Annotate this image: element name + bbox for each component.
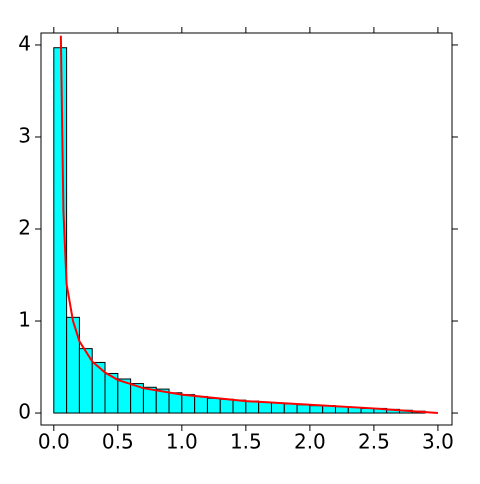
y-tick-label: 0 [18, 400, 31, 424]
bar [206, 397, 221, 414]
bar [283, 403, 298, 414]
bar [66, 316, 80, 414]
x-tick-label: 1.0 [166, 430, 198, 454]
x-tick-label: 3.0 [422, 430, 454, 454]
density-curve [59, 35, 438, 415]
bar [181, 394, 196, 414]
y-tick-label: 1 [18, 308, 31, 332]
bar [168, 392, 183, 414]
bar [142, 386, 157, 414]
y-tick-label: 3 [18, 123, 31, 147]
x-tick-label: 1.5 [230, 430, 262, 454]
x-tick-label: 2.5 [358, 430, 390, 454]
bar [194, 395, 208, 414]
bar [309, 405, 324, 414]
bar [219, 398, 234, 414]
bar [296, 404, 311, 414]
y-tick-label: 2 [18, 216, 31, 240]
y-tick-label: 4 [18, 31, 31, 55]
x-tick-label: 0.5 [102, 430, 134, 454]
x-tick-label: 0.0 [38, 430, 70, 454]
bar [258, 401, 272, 414]
x-tick-label: 2.0 [294, 430, 326, 454]
bar [270, 402, 285, 414]
bar [232, 399, 247, 414]
bar [245, 400, 260, 414]
